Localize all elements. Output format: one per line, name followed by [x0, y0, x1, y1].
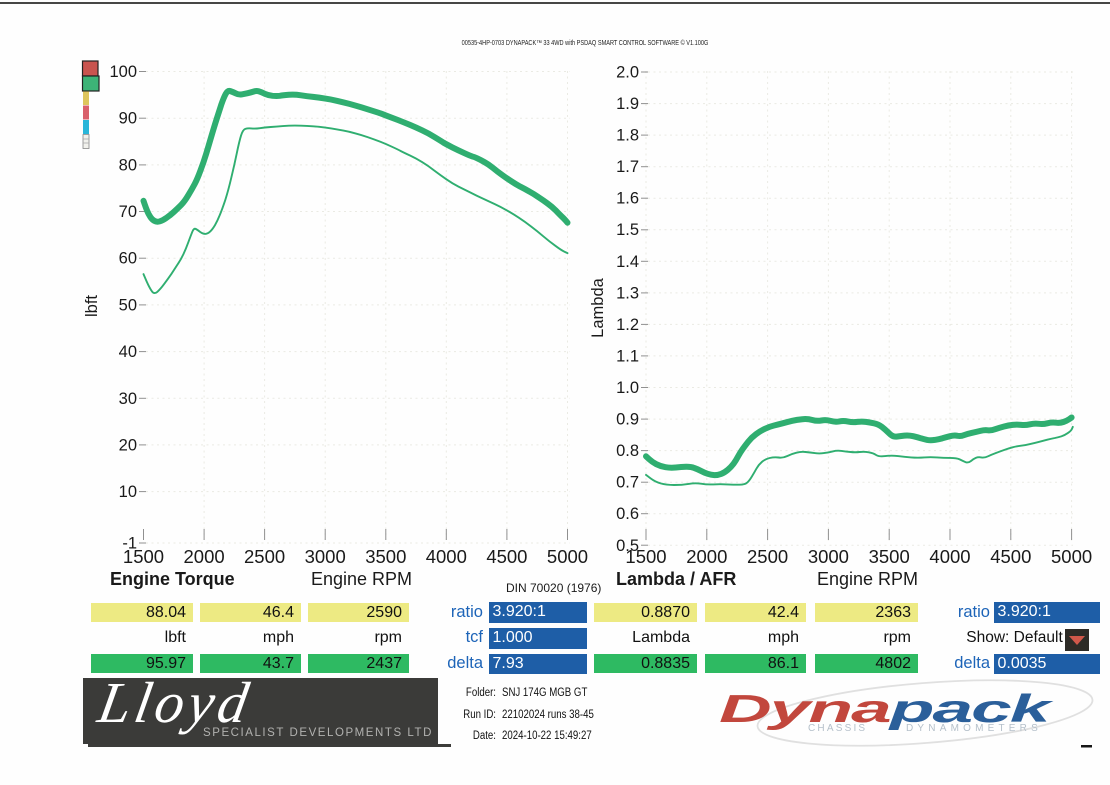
svg-text:3500: 3500 — [869, 546, 910, 567]
svg-text:3500: 3500 — [365, 546, 406, 567]
svg-text:1.0: 1.0 — [616, 379, 639, 397]
svg-text:20: 20 — [119, 436, 137, 454]
svg-text:1.9: 1.9 — [616, 95, 639, 113]
svg-text:10: 10 — [119, 483, 137, 501]
svg-text:1.1: 1.1 — [616, 347, 639, 365]
svg-text:5000: 5000 — [1051, 546, 1092, 567]
svg-text:1.3: 1.3 — [616, 284, 639, 302]
svg-text:1500: 1500 — [625, 546, 666, 567]
svg-text:2000: 2000 — [184, 546, 225, 567]
svg-text:2000: 2000 — [686, 546, 727, 567]
svg-text:70: 70 — [119, 203, 137, 221]
svg-text:1500: 1500 — [123, 546, 164, 567]
svg-text:1.5: 1.5 — [616, 221, 639, 239]
svg-text:1.7: 1.7 — [616, 158, 639, 176]
svg-text:1.2: 1.2 — [616, 316, 639, 334]
svg-text:1.6: 1.6 — [616, 190, 639, 208]
svg-text:5000: 5000 — [547, 546, 588, 567]
svg-text:0.7: 0.7 — [616, 474, 639, 492]
svg-text:4500: 4500 — [990, 546, 1031, 567]
svg-text:Engine RPM: Engine RPM — [311, 569, 412, 589]
svg-text:Engine RPM: Engine RPM — [817, 569, 918, 589]
svg-text:Lambda / AFR: Lambda / AFR — [616, 569, 736, 589]
svg-text:4000: 4000 — [426, 546, 467, 567]
svg-text:0.5: 0.5 — [616, 537, 639, 555]
svg-text:60: 60 — [119, 250, 137, 268]
svg-text:lbft: lbft — [83, 295, 101, 317]
svg-text:50: 50 — [119, 296, 137, 314]
svg-text:4000: 4000 — [929, 546, 970, 567]
svg-text:1.4: 1.4 — [616, 253, 639, 271]
svg-text:2500: 2500 — [747, 546, 788, 567]
svg-text:40: 40 — [119, 343, 137, 361]
svg-text:3000: 3000 — [808, 546, 849, 567]
svg-text:4500: 4500 — [486, 546, 527, 567]
svg-text:0.6: 0.6 — [616, 505, 639, 523]
svg-text:2.0: 2.0 — [616, 64, 639, 82]
svg-text:1.8: 1.8 — [616, 127, 639, 145]
svg-text:3000: 3000 — [305, 546, 346, 567]
svg-text:30: 30 — [119, 390, 137, 408]
svg-text:2500: 2500 — [244, 546, 285, 567]
svg-text:0.9: 0.9 — [616, 411, 639, 429]
svg-text:100: 100 — [109, 63, 137, 81]
svg-text:-1: -1 — [122, 535, 137, 553]
svg-text:0.8: 0.8 — [616, 442, 639, 460]
svg-text:80: 80 — [119, 156, 137, 174]
svg-text:Lambda: Lambda — [589, 277, 607, 337]
svg-text:DIN 70020 (1976): DIN 70020 (1976) — [506, 581, 601, 595]
svg-text:90: 90 — [119, 110, 137, 128]
svg-text:Engine Torque: Engine Torque — [110, 569, 235, 589]
